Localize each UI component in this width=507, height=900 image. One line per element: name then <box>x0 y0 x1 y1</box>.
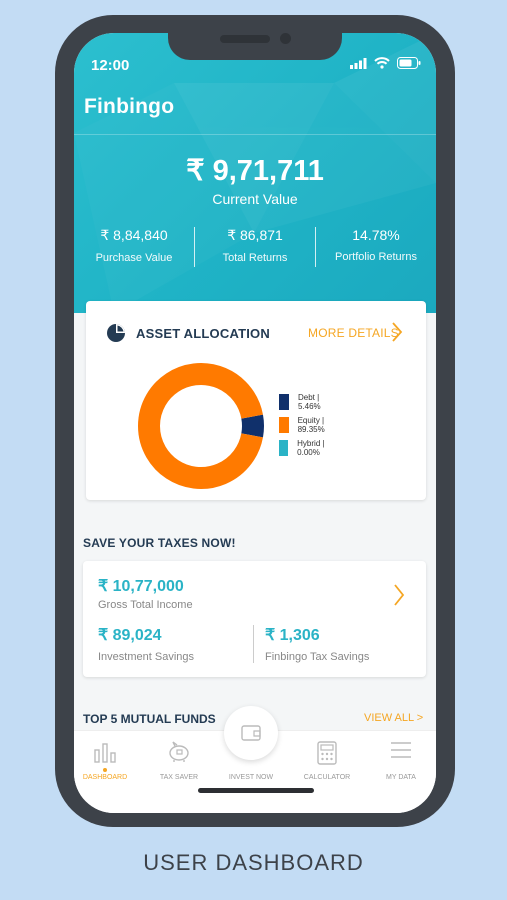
legend-label: Equity | 89.35% <box>297 416 325 434</box>
legend-swatch <box>279 417 289 433</box>
legend-label: Debt | 5.46% <box>297 393 321 411</box>
gross-income-value: ₹ 10,77,000 <box>98 578 184 595</box>
nav-label: INVEST NOW <box>228 774 274 781</box>
phone-notch <box>168 25 342 60</box>
legend-label: Hybrid | 0.00% <box>297 439 325 457</box>
legend-item-hybrid: Hybrid | 0.00% <box>279 439 327 457</box>
nav-label: MY DATA <box>386 774 416 781</box>
save-taxes-title: SAVE YOUR TAXES NOW! <box>83 536 236 550</box>
nav-label: TAX SAVER <box>159 774 199 781</box>
status-bar: 12:00 <box>74 33 436 83</box>
allocation-donut-chart <box>138 363 264 489</box>
investment-savings-value: ₹ 89,024 <box>98 627 162 644</box>
calculator-icon <box>317 741 337 765</box>
piggy-bank-icon <box>169 741 189 762</box>
pie-chart-icon <box>107 324 125 342</box>
nav-label: CALCULATOR <box>303 774 351 781</box>
investment-savings-label: Investment Savings <box>98 651 194 663</box>
asset-allocation-title: ASSET ALLOCATION <box>136 326 270 341</box>
current-value-label: Current Value <box>212 191 298 207</box>
stat-value: ₹ 8,84,840 <box>100 227 168 243</box>
portfolio-stats: ₹ 8,84,840 Purchase Value ₹ 86,871 Total… <box>74 227 436 269</box>
finbingo-savings-value: ₹ 1,306 <box>265 627 320 644</box>
nav-calculator[interactable]: CALCULATOR <box>296 731 358 791</box>
chevron-right-icon[interactable] <box>393 583 405 607</box>
portfolio-header: 12:00 <box>74 33 436 313</box>
gross-income-label: Gross Total Income <box>98 599 193 611</box>
camera <box>280 33 291 44</box>
nav-tax-saver[interactable]: TAX SAVER <box>148 731 210 791</box>
wallet-icon <box>241 725 261 741</box>
app-bar: Finbingo <box>74 83 436 135</box>
signal-icon <box>350 57 367 69</box>
menu-icon <box>391 742 411 758</box>
stat-value: 14.78% <box>352 227 400 243</box>
status-icons <box>350 57 421 69</box>
finbingo-savings-label: Finbingo Tax Savings <box>265 651 370 663</box>
nav-label: DASHBOARD <box>82 774 128 781</box>
view-all-link[interactable]: VIEW ALL > <box>364 712 424 724</box>
divider <box>253 625 254 663</box>
legend-item-debt: Debt | 5.46% <box>279 393 327 411</box>
nav-my-data[interactable]: MY DATA <box>370 731 432 791</box>
speaker <box>220 35 270 43</box>
stat-label: Purchase Value <box>95 252 173 264</box>
chevron-right-icon[interactable] <box>391 321 403 343</box>
divider <box>315 227 316 267</box>
stat-label: Total Returns <box>222 252 288 264</box>
top-funds-title: TOP 5 MUTUAL FUNDS <box>83 712 216 726</box>
more-details-link[interactable]: MORE DETAILS <box>308 326 399 340</box>
current-value: ₹ 9,71,711 <box>186 155 324 187</box>
stat-total-returns: ₹ 86,871 Total Returns <box>195 227 315 269</box>
legend-swatch <box>279 440 289 456</box>
invest-now-button[interactable] <box>224 706 278 760</box>
wifi-icon <box>374 57 390 69</box>
caption: USER DASHBOARD <box>143 850 364 875</box>
battery-icon <box>397 57 421 69</box>
donut-slice-equity <box>138 363 263 489</box>
app-logo: Finbingo <box>84 95 175 118</box>
legend-swatch <box>279 394 289 410</box>
tax-savings-card[interactable]: ₹ 10,77,000 Gross Total Income ₹ 89,024 … <box>83 561 426 677</box>
legend-item-equity: Equity | 89.35% <box>279 416 331 434</box>
active-indicator <box>103 768 107 772</box>
status-time: 12:00 <box>91 57 130 74</box>
stat-portfolio-returns: 14.78% Portfolio Returns <box>316 227 436 269</box>
home-indicator[interactable] <box>198 788 314 793</box>
divider <box>194 227 195 267</box>
nav-dashboard[interactable]: DASHBOARD <box>74 731 136 791</box>
background-pattern <box>174 33 436 233</box>
phone-screen: 12:00 <box>74 33 436 813</box>
stat-purchase-value: ₹ 8,84,840 Purchase Value <box>74 227 194 269</box>
stat-label: Portfolio Returns <box>335 251 417 263</box>
donut-slice-debt <box>241 414 264 438</box>
stat-value: ₹ 86,871 <box>227 227 283 243</box>
asset-allocation-card: ASSET ALLOCATION MORE DETAILS Debt | 5.4… <box>86 301 426 500</box>
bar-chart-icon <box>94 743 116 763</box>
